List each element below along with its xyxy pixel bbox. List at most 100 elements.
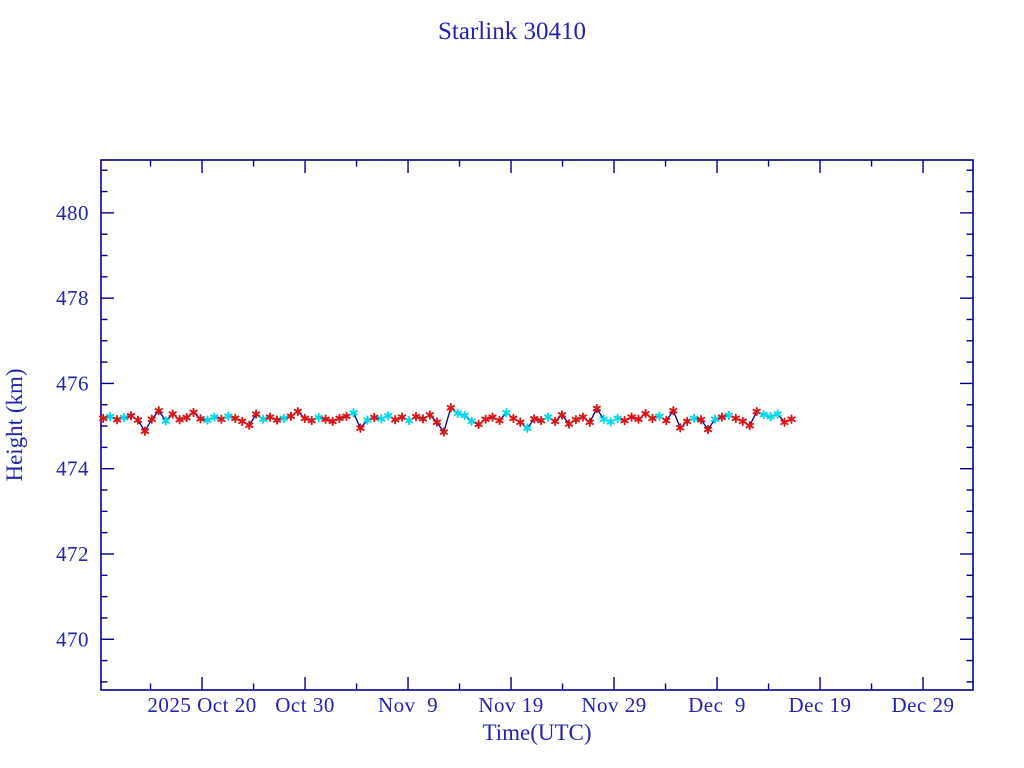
data-marker	[592, 403, 601, 414]
marker-stroke	[481, 416, 490, 423]
marker-stroke	[384, 413, 393, 419]
marker-stroke	[391, 416, 400, 423]
x-tick-label: Dec 9	[688, 693, 746, 717]
marker-stroke	[627, 414, 636, 420]
marker-stroke	[370, 414, 379, 421]
data-marker	[140, 426, 150, 436]
data-marker	[766, 412, 775, 422]
marker-stroke	[425, 412, 435, 418]
data-marker	[279, 413, 289, 424]
axis-ticks	[101, 160, 973, 690]
data-marker	[634, 414, 643, 424]
data-marker	[585, 417, 594, 427]
data-marker	[773, 409, 782, 419]
marker-stroke	[710, 416, 720, 423]
marker-stroke	[655, 413, 664, 420]
marker-stroke	[523, 425, 532, 431]
marker-stroke	[780, 419, 789, 426]
marker-stroke	[564, 421, 574, 427]
data-marker	[662, 415, 671, 426]
marker-stroke	[251, 411, 261, 417]
axis-tick-labels: 2025 Oct 20 Oct 30 Nov 9 Nov 19 Nov 29 Dec 9 D…	[56, 201, 954, 717]
data-marker	[696, 415, 706, 425]
marker-stroke	[175, 416, 184, 423]
data-marker	[314, 412, 323, 423]
data-marker	[418, 414, 428, 424]
marker-stroke	[759, 411, 768, 418]
data-marker	[425, 410, 435, 420]
data-marker	[265, 412, 275, 422]
marker-stroke	[509, 415, 518, 422]
data-marker	[182, 412, 191, 423]
marker-stroke	[613, 415, 622, 422]
data-marker	[217, 414, 226, 424]
marker-stroke	[669, 407, 678, 414]
data-marker	[648, 413, 657, 424]
x-axis-title: Time(UTC)	[482, 720, 591, 745]
data-marker	[474, 419, 483, 430]
data-marker	[307, 415, 316, 426]
marker-stroke	[488, 414, 497, 420]
marker-stroke	[182, 414, 191, 421]
marker-stroke	[314, 414, 323, 421]
data-marker	[523, 423, 532, 433]
marker-stroke	[258, 416, 268, 423]
data-marker	[175, 415, 184, 425]
data-marker	[370, 412, 379, 423]
marker-stroke	[321, 416, 330, 423]
data-marker	[752, 406, 761, 417]
marker-stroke	[696, 416, 706, 423]
data-marker	[717, 412, 727, 422]
data-marker	[238, 416, 247, 427]
marker-stroke	[460, 412, 469, 419]
x-tick-label: 2025 Oct 20	[147, 693, 256, 717]
marker-stroke	[689, 415, 699, 422]
data-marker	[411, 412, 421, 422]
data-marker	[363, 415, 372, 425]
marker-stroke	[592, 405, 601, 412]
marker-stroke	[766, 413, 775, 420]
marker-stroke	[641, 410, 650, 417]
data-marker	[599, 414, 608, 424]
marker-stroke	[745, 422, 754, 429]
data-marker	[537, 415, 546, 426]
x-tick-label: Dec 19	[789, 693, 852, 717]
data-marker	[578, 412, 588, 422]
data-marker	[453, 408, 462, 418]
data-marker	[286, 411, 296, 421]
data-marker	[446, 403, 455, 413]
data-marker	[245, 420, 254, 430]
data-marker	[543, 412, 553, 422]
data-marker	[231, 413, 240, 424]
marker-stroke	[731, 415, 740, 422]
y-tick-label: 470	[56, 627, 89, 651]
marker-stroke	[161, 418, 170, 424]
data-marker	[703, 424, 713, 435]
data-marker	[105, 412, 115, 422]
data-marker	[432, 417, 442, 427]
data-marker	[509, 413, 518, 424]
data-marker	[99, 413, 108, 424]
data-marker	[557, 410, 567, 420]
marker-stroke	[787, 416, 796, 423]
marker-stroke	[752, 408, 761, 415]
data-marker	[300, 413, 309, 424]
data-marker	[377, 414, 386, 424]
marker-stroke	[571, 416, 581, 423]
data-marker	[189, 407, 198, 418]
marker-stroke	[397, 414, 407, 420]
marker-stroke	[189, 409, 198, 416]
data-marker	[119, 412, 129, 423]
marker-stroke	[377, 416, 386, 422]
data-marker	[550, 416, 560, 427]
marker-stroke	[585, 419, 594, 426]
data-marker	[258, 414, 268, 424]
marker-stroke	[154, 407, 163, 414]
data-marker	[133, 415, 143, 425]
data-marker	[272, 415, 282, 425]
y-tick-label: 474	[56, 457, 89, 481]
marker-stroke	[439, 429, 448, 435]
data-marker	[759, 409, 768, 420]
plot-frame	[100, 159, 974, 691]
marker-stroke	[245, 422, 254, 429]
